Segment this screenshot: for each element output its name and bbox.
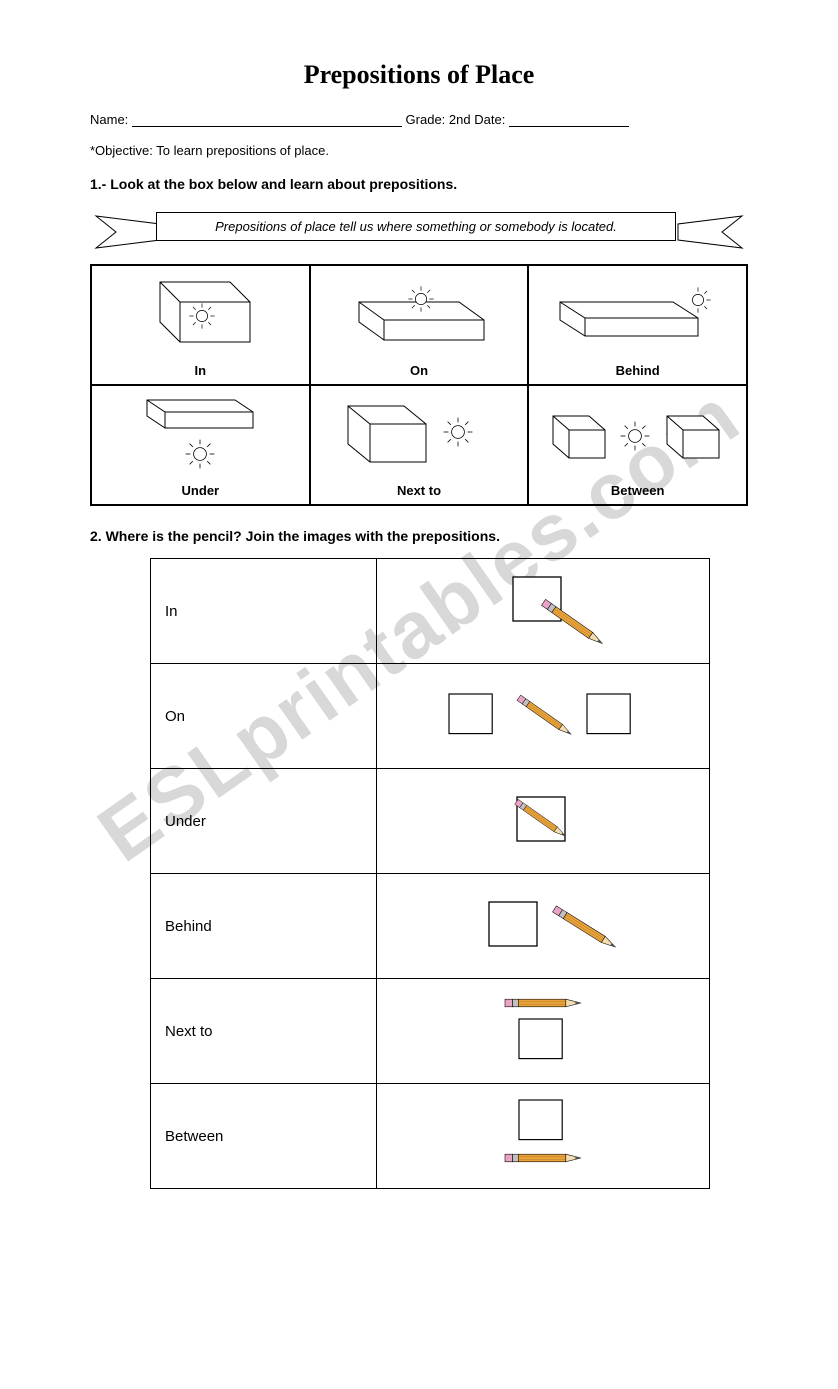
match-label: Next to (151, 979, 377, 1084)
grade-value: 2nd (449, 112, 471, 127)
date-blank[interactable] (509, 126, 629, 127)
preposition-grid: In (90, 264, 748, 506)
prep-cell-in: In (91, 265, 310, 385)
objective-text: *Objective: To learn prepositions of pla… (90, 143, 748, 158)
name-blank[interactable] (132, 126, 402, 127)
definition-banner: Prepositions of place tell us where some… (90, 206, 748, 262)
instruction-2: 2. Where is the pencil? Join the images … (90, 528, 748, 544)
date-label: Date: (474, 112, 505, 127)
prep-label: Behind (616, 363, 660, 378)
prep-cell-nextto: Next to (310, 385, 529, 505)
match-label: Behind (151, 874, 377, 979)
banner-text: Prepositions of place tell us where some… (156, 212, 676, 241)
match-image-cell (377, 1084, 710, 1189)
prep-cell-between: Between (528, 385, 747, 505)
diagram-nextto-icon (334, 392, 504, 479)
name-label: Name: (90, 112, 128, 127)
page-title: Prepositions of Place (90, 60, 748, 90)
match-label: In (151, 559, 377, 664)
prep-cell-under: Under (91, 385, 310, 505)
prep-label: Next to (397, 483, 441, 498)
banner-right-tail-icon (668, 206, 748, 256)
table-row: On (151, 664, 710, 769)
matching-table: In On Under Behind Next to (150, 558, 710, 1189)
prep-label: Between (611, 483, 664, 498)
grade-label: Grade: (406, 112, 446, 127)
match-image-cell (377, 874, 710, 979)
prep-cell-behind: Behind (528, 265, 747, 385)
match-image-cell (377, 559, 710, 664)
match-image-cell (377, 769, 710, 874)
prep-label: On (410, 363, 428, 378)
diagram-in-icon (130, 272, 270, 359)
table-row: In (151, 559, 710, 664)
match-image-cell (377, 979, 710, 1084)
student-info-line: Name: Grade: 2nd Date: (90, 112, 748, 127)
prep-cell-on: On (310, 265, 529, 385)
match-label: On (151, 664, 377, 769)
match-label: Between (151, 1084, 377, 1189)
table-row: Next to (151, 979, 710, 1084)
diagram-on-icon (339, 272, 499, 359)
table-row: Under (151, 769, 710, 874)
table-row: Between (151, 1084, 710, 1189)
match-label: Under (151, 769, 377, 874)
diagram-between-icon (543, 392, 733, 479)
prep-label: In (195, 363, 207, 378)
diagram-behind-icon (548, 272, 728, 359)
diagram-under-icon (125, 392, 275, 479)
table-row: Behind (151, 874, 710, 979)
prep-label: Under (182, 483, 220, 498)
match-image-cell (377, 664, 710, 769)
instruction-1: 1.- Look at the box below and learn abou… (90, 176, 748, 192)
